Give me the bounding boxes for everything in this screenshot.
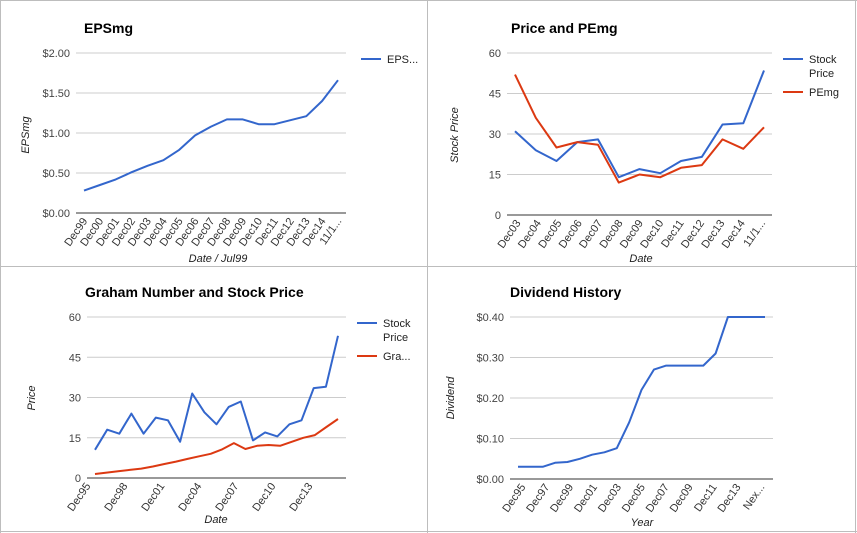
x-tick-label: Dec97 [524, 482, 552, 515]
x-axis-label: Date / Jul99 [189, 253, 248, 265]
x-tick-label: Dec07 [213, 481, 241, 514]
chart-eps: EPSmg$0.00$0.50$1.00$1.50$2.00Dec99Dec00… [20, 20, 418, 265]
y-tick-label: $0.00 [476, 474, 504, 486]
legend-label-1: EPS... [387, 54, 418, 66]
x-tick-label: Dec01 [572, 482, 600, 515]
frame-line-center [427, 0, 428, 533]
y-tick-label: 0 [75, 473, 81, 485]
legend-label-1: Price [809, 68, 834, 80]
x-tick-label: 11/1... [741, 218, 768, 249]
series-line-1 [514, 70, 765, 179]
x-tick-label: Dec13 [716, 482, 744, 515]
legend-label-2: PEmg [809, 87, 839, 99]
chart-title: Graham Number and Stock Price [85, 284, 304, 300]
x-axis-label: Year [631, 517, 655, 529]
x-tick-label: Dec05 [620, 482, 648, 515]
x-tick-label: Dec04 [176, 481, 204, 514]
series-line-1 [518, 316, 765, 468]
chart-title: Price and PEmg [511, 20, 618, 36]
y-tick-label: 30 [489, 129, 501, 141]
y-tick-label: 15 [69, 433, 81, 445]
frame-line-left [0, 0, 1, 533]
y-tick-label: 0 [495, 210, 501, 222]
y-tick-label: 15 [489, 170, 501, 182]
y-axis-label: Stock Price [449, 107, 461, 163]
x-tick-label: Dec10 [250, 481, 278, 514]
legend-label-1: Stock [383, 318, 411, 330]
frame-line-right [855, 0, 856, 533]
frame-line-middle [0, 266, 857, 267]
y-tick-label: $0.50 [42, 168, 70, 180]
chart-price-pe: Price and PEmg015304560Dec03Dec04Dec05De… [449, 20, 839, 265]
y-axis-label: EPSmg [20, 115, 32, 153]
y-tick-label: 45 [69, 352, 81, 364]
chart-panel-eps: EPSmg $0.00 $0.50 $1.00 $1.50 $2.00 Dec99 Dec00… [1, 1, 427, 266]
x-tick-label: Dec99 [548, 482, 576, 515]
x-tick-label: Dec01 [139, 481, 167, 514]
y-tick-label: $0.10 [476, 434, 504, 446]
chart-title: Dividend History [510, 284, 621, 300]
y-tick-label: 60 [69, 312, 81, 324]
y-tick-label: $0.40 [476, 312, 504, 324]
series-line-2 [94, 418, 339, 475]
x-tick-label: Dec95 [65, 481, 93, 514]
x-tick-label: Dec07 [644, 482, 672, 515]
chart-panel-price-pe: Price and PEmg 0 15 30 45 60 Dec03 Dec04 Dec05 De… [428, 1, 855, 266]
y-tick-label: $0.00 [42, 208, 70, 220]
y-tick-label: $1.00 [42, 128, 70, 140]
x-axis-label: Date [629, 253, 652, 265]
y-tick-label: $1.50 [42, 88, 70, 100]
y-tick-label: 30 [69, 393, 81, 405]
chart-panel-graham: Graham Number and Stock Price 0 15 30 45 60 De… [1, 267, 427, 531]
series-line-1 [94, 335, 339, 451]
x-axis-label: Date [204, 514, 227, 526]
x-tick-label: Dec09 [668, 482, 696, 515]
frame-line-bottom [0, 531, 857, 532]
legend-label-2: Gra... [383, 351, 411, 363]
x-tick-label: Dec95 [500, 482, 528, 515]
chart-graham: Graham Number and Stock Price 0 15 30 45 60 De… [26, 284, 411, 526]
y-axis-label: Price [26, 385, 38, 410]
x-tick-label: Dec03 [596, 482, 624, 515]
series-line-2 [514, 74, 765, 184]
chart-panel-dividend: Dividend History $0.00 $0.10 $0.20 $0.30 $0.4… [428, 267, 855, 531]
y-tick-label: 60 [489, 48, 501, 60]
series-line-1 [83, 79, 339, 192]
frame-line-top [0, 0, 857, 1]
chart-dividend: Dividend History $0.00 $0.10 $0.20 $0.30 $0.4… [445, 284, 773, 529]
x-tick-label: Dec11 [692, 482, 720, 514]
x-tick-label: Dec98 [102, 481, 130, 514]
legend-label-1: Stock [809, 54, 837, 66]
y-axis-label: Dividend [445, 376, 457, 420]
y-tick-label: $2.00 [42, 48, 70, 60]
y-tick-label: $0.20 [476, 393, 504, 405]
legend-label-1: Price [383, 332, 408, 344]
chart-title: EPSmg [84, 20, 133, 36]
x-tick-label: Nex... [741, 482, 767, 512]
y-tick-label: $0.30 [476, 353, 504, 365]
x-tick-label: Dec13 [287, 481, 315, 514]
y-tick-label: 45 [489, 89, 501, 101]
